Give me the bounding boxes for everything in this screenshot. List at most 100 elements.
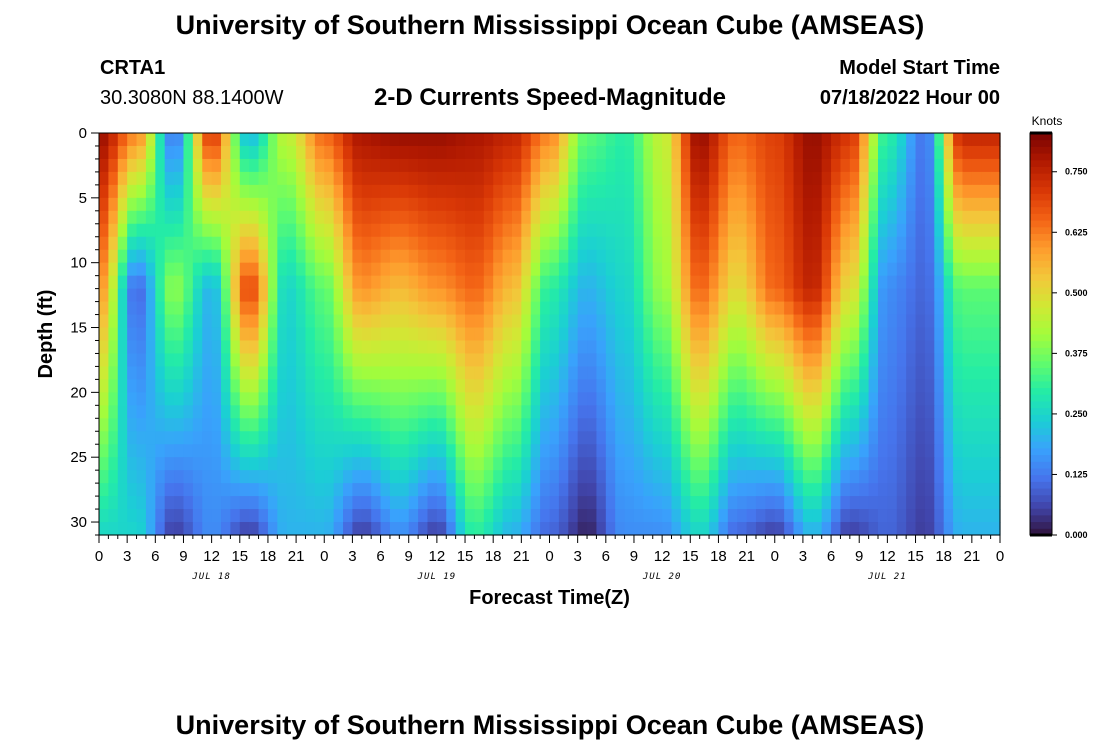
colorbar-segment xyxy=(1030,394,1052,402)
heatmap-cell xyxy=(99,392,109,406)
heatmap-cell xyxy=(821,444,832,458)
heatmap-cell xyxy=(990,301,1001,316)
heatmap-cell xyxy=(662,379,673,393)
heatmap-cell xyxy=(896,470,907,484)
heatmap-cell xyxy=(558,470,569,484)
heatmap-cell xyxy=(127,327,138,342)
heatmap-cell xyxy=(821,392,832,406)
heatmap-cell xyxy=(389,457,400,471)
heatmap-cell xyxy=(418,496,429,510)
heatmap-cell xyxy=(145,327,156,342)
heatmap-cell xyxy=(136,431,147,445)
heatmap-cell xyxy=(239,444,250,458)
heatmap-cell xyxy=(737,275,748,290)
heatmap-cell xyxy=(249,366,260,380)
heatmap-cell xyxy=(793,431,804,445)
heatmap-cell xyxy=(352,366,363,380)
heatmap-cell xyxy=(493,145,504,160)
colorbar-segment xyxy=(1030,508,1052,516)
heatmap-cell xyxy=(690,288,701,303)
heatmap-cell xyxy=(784,444,795,458)
heatmap-cell xyxy=(633,431,644,445)
heatmap-cell xyxy=(361,496,372,510)
heatmap-cell xyxy=(680,301,691,316)
heatmap-cell xyxy=(812,483,823,497)
heatmap-cell xyxy=(671,392,682,406)
heatmap-cell xyxy=(727,418,738,432)
heatmap-cell xyxy=(868,262,879,277)
heatmap-cell xyxy=(633,470,644,484)
heatmap-cell xyxy=(343,353,354,368)
heatmap-cell xyxy=(793,184,804,199)
heatmap-cell xyxy=(117,288,128,303)
heatmap-cell xyxy=(990,496,1001,510)
heatmap-cell xyxy=(108,444,119,458)
heatmap-cell xyxy=(436,262,447,277)
heatmap-cell xyxy=(981,470,992,484)
day-label: JUL 18 xyxy=(191,572,231,582)
heatmap-cell xyxy=(962,262,973,277)
heatmap-cell xyxy=(230,275,241,290)
heatmap-cell xyxy=(981,483,992,497)
heatmap-cell xyxy=(849,366,860,380)
heatmap-cell xyxy=(943,314,954,329)
heatmap-cell xyxy=(859,392,870,406)
heatmap-cell xyxy=(859,457,870,471)
heatmap-cell xyxy=(324,158,335,173)
heatmap-cell xyxy=(718,522,729,536)
heatmap-cell xyxy=(192,288,203,303)
heatmap-cell xyxy=(127,275,138,290)
heatmap-cell xyxy=(877,366,888,380)
heatmap-cell xyxy=(418,288,429,303)
heatmap-cell xyxy=(643,418,654,432)
heatmap-cell xyxy=(174,392,185,406)
heatmap-cell xyxy=(136,418,147,432)
heatmap-cell xyxy=(784,340,795,355)
heatmap-cell xyxy=(624,366,635,380)
y-axis-label: Depth (ft) xyxy=(35,290,57,379)
heatmap-cell xyxy=(633,405,644,419)
heatmap-cell xyxy=(934,431,945,445)
heatmap-cell xyxy=(802,288,813,303)
heatmap-cell xyxy=(239,210,250,225)
heatmap-cell xyxy=(380,288,391,303)
heatmap-cell xyxy=(596,470,607,484)
heatmap-cell xyxy=(483,171,494,186)
heatmap-cell xyxy=(709,275,720,290)
heatmap-cell xyxy=(371,509,382,523)
heatmap-cell xyxy=(333,327,344,342)
heatmap-cell xyxy=(709,301,720,316)
heatmap-cell xyxy=(164,431,175,445)
heatmap-cell xyxy=(615,197,626,212)
heatmap-cell xyxy=(577,197,588,212)
heatmap-cell xyxy=(211,275,222,290)
heatmap-cell xyxy=(145,236,156,251)
heatmap-cell xyxy=(877,327,888,342)
heatmap-cell xyxy=(887,405,898,419)
heatmap-cell xyxy=(333,262,344,277)
heatmap-cell xyxy=(361,288,372,303)
heatmap-cell xyxy=(305,301,316,316)
heatmap-cell xyxy=(549,236,560,251)
heatmap-cell xyxy=(802,470,813,484)
heatmap-cell xyxy=(174,340,185,355)
heatmap-cell xyxy=(174,145,185,160)
heatmap-cell xyxy=(924,223,935,238)
heatmap-cell xyxy=(727,483,738,497)
heatmap-cell xyxy=(239,418,250,432)
heatmap-cell xyxy=(361,145,372,160)
heatmap-cell xyxy=(840,392,851,406)
heatmap-cell xyxy=(483,158,494,173)
heatmap-cell xyxy=(680,353,691,368)
heatmap-cell xyxy=(427,314,438,329)
heatmap-cell xyxy=(192,457,203,471)
heatmap-cell xyxy=(615,133,626,147)
heatmap-cell xyxy=(737,509,748,523)
heatmap-cell xyxy=(699,223,710,238)
heatmap-cell xyxy=(455,171,466,186)
heatmap-cell xyxy=(662,496,673,510)
heatmap-cell xyxy=(408,223,419,238)
heatmap-cell xyxy=(483,275,494,290)
heatmap-cell xyxy=(887,236,898,251)
heatmap-cell xyxy=(924,509,935,523)
